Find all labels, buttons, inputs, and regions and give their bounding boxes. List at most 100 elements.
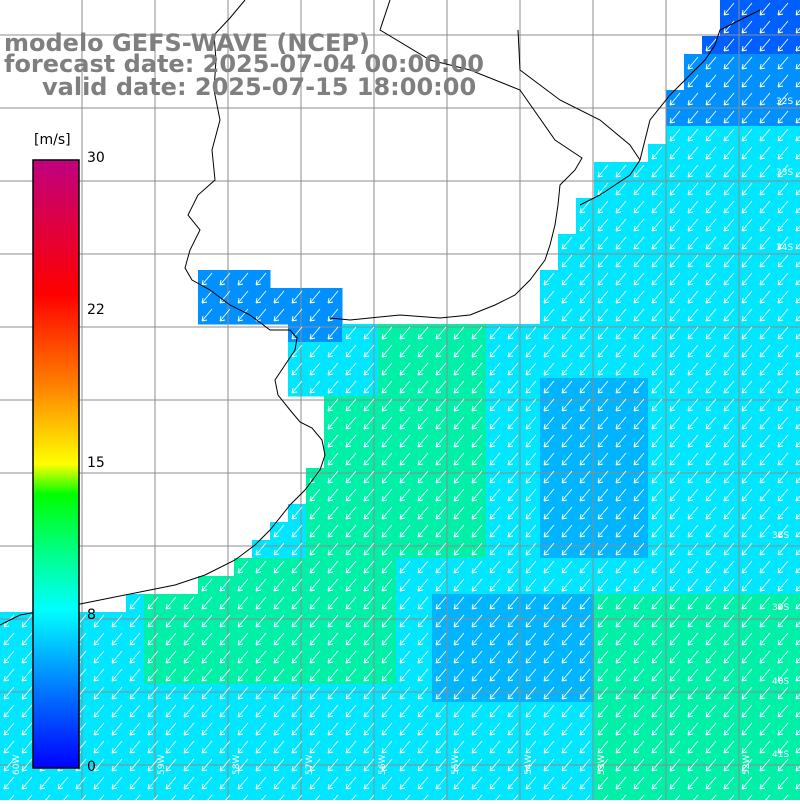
wind-arrow <box>543 506 555 520</box>
wind-arrow <box>237 650 249 664</box>
wind-arrow <box>615 164 627 178</box>
wind-arrow <box>417 470 429 484</box>
wind-arrow <box>777 146 789 160</box>
wind-arrow <box>651 686 663 700</box>
wind-arrow <box>381 326 393 340</box>
wind-arrow <box>741 272 753 286</box>
wind-arrow <box>633 236 645 250</box>
wind-arrow <box>795 549 800 556</box>
wind-arrow <box>777 596 789 610</box>
wind-speed-cell <box>792 630 800 649</box>
wind-arrow <box>489 416 501 430</box>
wind-arrow <box>669 452 681 466</box>
wind-arrow <box>327 362 339 376</box>
wind-arrow <box>597 218 609 232</box>
wind-arrow <box>705 524 717 538</box>
wind-arrow <box>417 542 429 556</box>
wind-arrow <box>417 362 429 376</box>
wind-arrow <box>399 596 411 610</box>
wind-arrow <box>255 542 267 556</box>
wind-arrow <box>237 722 249 736</box>
wind-arrow <box>723 74 735 88</box>
wind-speed-cell <box>792 72 800 91</box>
wind-arrow <box>687 236 699 250</box>
wind-arrow <box>759 74 771 88</box>
wind-arrow <box>129 614 141 628</box>
wind-arrow <box>723 2 735 16</box>
wind-arrow <box>453 596 465 610</box>
wind-arrow <box>633 686 645 700</box>
wind-arrow <box>93 632 105 646</box>
wind-arrow <box>687 776 699 790</box>
wind-speed-cell <box>306 792 325 804</box>
wind-arrow <box>705 506 717 520</box>
wind-arrow <box>633 416 645 430</box>
wind-speed-cell <box>666 792 685 804</box>
wind-arrow <box>291 326 303 340</box>
wind-arrow <box>417 722 429 736</box>
wind-arrow <box>543 650 555 664</box>
wind-speed-cell <box>792 522 800 541</box>
wind-arrow <box>543 272 555 286</box>
wind-arrow <box>741 164 753 178</box>
wind-arrow <box>669 668 681 682</box>
wind-arrow <box>651 470 663 484</box>
wind-arrow <box>525 722 537 736</box>
wind-speed-cell <box>576 792 595 804</box>
wind-arrow <box>687 182 699 196</box>
wind-arrow <box>525 560 537 574</box>
wind-arrow <box>381 416 393 430</box>
wind-arrow <box>345 452 357 466</box>
wind-arrow <box>795 333 800 340</box>
wind-arrow <box>363 704 375 718</box>
wind-arrow <box>435 362 447 376</box>
wind-arrow <box>453 722 465 736</box>
wind-arrow <box>489 542 501 556</box>
wind-arrow <box>759 218 771 232</box>
wind-arrow <box>777 38 789 52</box>
wind-arrow <box>417 398 429 412</box>
wind-arrow <box>183 686 195 700</box>
wind-arrow <box>615 596 627 610</box>
wind-arrow <box>291 578 303 592</box>
wind-arrow <box>579 740 591 754</box>
wind-arrow <box>759 398 771 412</box>
wind-speed-cell <box>792 468 800 487</box>
wind-arrow <box>291 542 303 556</box>
wind-speed-cell <box>792 252 800 271</box>
wind-arrow <box>597 470 609 484</box>
wind-arrow <box>543 668 555 682</box>
wind-arrow <box>723 218 735 232</box>
wind-arrow <box>633 596 645 610</box>
wind-arrow <box>399 560 411 574</box>
wind-arrow <box>669 416 681 430</box>
wind-arrow <box>381 506 393 520</box>
wind-arrow <box>795 225 800 232</box>
wind-arrow <box>723 524 735 538</box>
wind-arrow <box>543 326 555 340</box>
wind-arrow <box>381 740 393 754</box>
wind-arrow <box>201 650 213 664</box>
wind-arrow <box>651 650 663 664</box>
wind-arrow <box>597 236 609 250</box>
wind-arrow <box>597 704 609 718</box>
wind-arrow <box>579 668 591 682</box>
wind-arrow <box>309 740 321 754</box>
wind-arrow <box>345 380 357 394</box>
wind-arrow <box>381 452 393 466</box>
wind-arrow <box>507 704 519 718</box>
wind-arrow <box>669 218 681 232</box>
wind-arrow <box>129 722 141 736</box>
wind-arrow <box>93 722 105 736</box>
wind-arrow <box>561 362 573 376</box>
wind-speed-cell <box>126 792 145 804</box>
wind-arrow <box>579 398 591 412</box>
wind-arrow <box>435 344 447 358</box>
wind-arrow <box>705 290 717 304</box>
wind-arrow <box>471 740 483 754</box>
wind-speed-cell <box>0 792 19 804</box>
wind-arrow <box>759 650 771 664</box>
wind-arrow <box>723 704 735 718</box>
wind-arrow <box>219 272 231 286</box>
